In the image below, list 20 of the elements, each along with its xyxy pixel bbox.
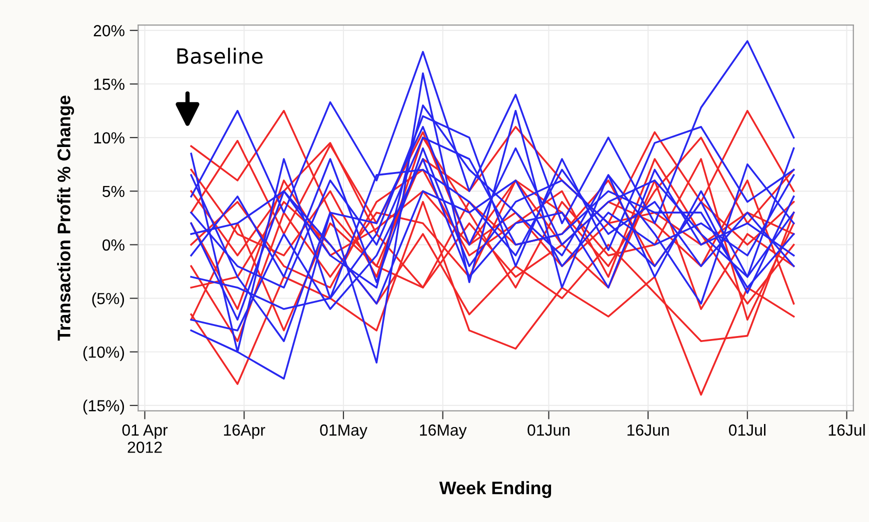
x-tick-label: 01Jul xyxy=(728,424,766,436)
line-series xyxy=(190,72,795,380)
y-tick-label: (15%) xyxy=(83,400,124,415)
y-tick-label: 20% xyxy=(94,25,124,36)
annotation: Baseline xyxy=(177,48,263,64)
x-tick-label: 01May xyxy=(320,424,368,439)
y-tick-label: 15% xyxy=(94,78,124,90)
y-tick-label: (10%) xyxy=(83,346,124,361)
x-axis-title: Week Ending xyxy=(439,481,552,498)
y-tick-label: 0% xyxy=(102,239,124,251)
y-tick-label: 10% xyxy=(94,132,124,144)
x-tick-label: 01Jun xyxy=(528,424,570,436)
x-tick-label: 16Jul xyxy=(828,424,865,436)
x-tick-label: 01 Apr 2012 xyxy=(122,424,168,453)
y-axis-title: Transaction Profit % Change xyxy=(57,96,74,341)
x-tick-label: 16Apr xyxy=(224,424,266,439)
x-tick-label: 16May xyxy=(420,424,467,439)
y-tick-label: 5% xyxy=(102,186,124,198)
x-tick-label: 16Jun xyxy=(628,424,669,436)
y-tick-label: (5%) xyxy=(92,292,124,308)
